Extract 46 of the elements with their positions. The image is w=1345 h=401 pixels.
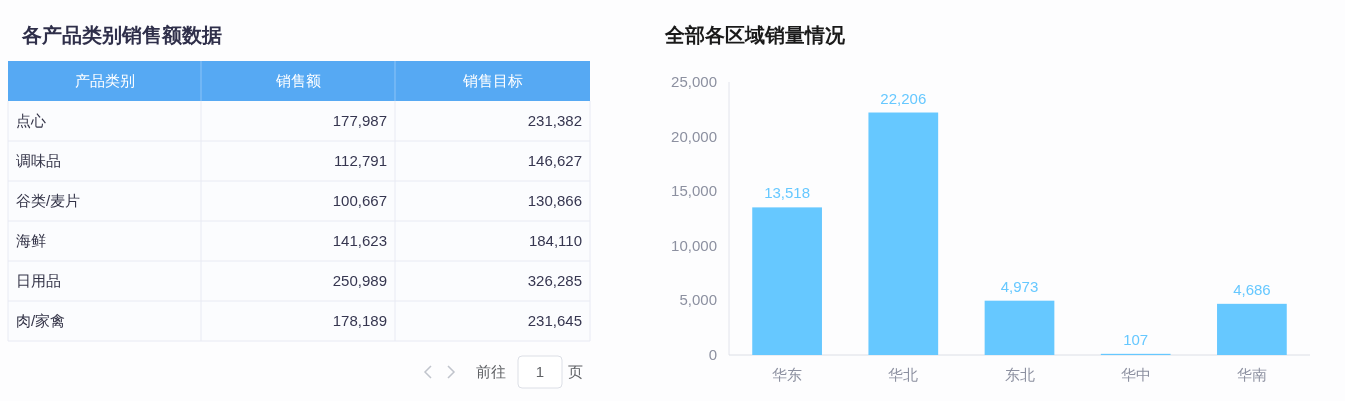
text: 销售额: [274, 71, 321, 89]
category-label: 点心: [16, 111, 46, 129]
data-label: 184,110: [528, 231, 582, 249]
y-tick-label: 25,000: [671, 72, 717, 90]
y-tick-label: 5,000: [679, 291, 717, 309]
data-label: 130,866: [527, 191, 582, 209]
y-tick-label: 20,000: [671, 127, 717, 145]
data-label: 231,382: [527, 111, 582, 129]
data-label: 146,627: [527, 151, 582, 169]
category-label: 谷类/麦片: [16, 191, 81, 209]
text: 前往: [476, 362, 506, 380]
data-label: 112,791: [333, 151, 387, 169]
data-label: 4,686: [1233, 280, 1271, 298]
data-label: 13,518: [764, 184, 811, 202]
y-tick-label: 15,000: [671, 182, 717, 200]
data-label: 107: [1123, 330, 1149, 348]
data-label: 22,206: [880, 89, 927, 107]
category-label: 调味品: [16, 151, 61, 169]
data-label: 4,973: [1000, 277, 1039, 295]
chart-title: 全部各区域销量情况: [664, 24, 846, 46]
x-tick-label: 华东: [772, 365, 803, 383]
bar: [752, 207, 822, 355]
category-label: 日用品: [16, 271, 61, 289]
data-label: 326,285: [527, 271, 582, 289]
y-tick-label: 10,000: [671, 236, 717, 254]
data-label: 100,667: [332, 191, 387, 209]
bar: [1217, 303, 1287, 355]
data-label: 178,189: [332, 311, 387, 329]
text: 1: [535, 362, 545, 380]
category-label: 肉/家禽: [16, 311, 66, 329]
category-label: 海鲜: [16, 231, 46, 249]
x-tick-label: 华中: [1120, 365, 1151, 383]
text: 销售目标: [461, 71, 523, 89]
x-tick-label: 东北: [1004, 365, 1035, 383]
data-label: 231,645: [527, 311, 582, 329]
text: 各产品类别销售额数据: [21, 24, 222, 46]
x-tick-label: 华北: [888, 365, 919, 383]
data-label: 141,623: [332, 231, 387, 249]
text: 页: [568, 362, 583, 380]
bar: [868, 112, 939, 355]
x-tick-label: 华南: [1236, 365, 1267, 383]
y-tick-label: 0: [708, 345, 717, 363]
text: 产品类别: [74, 71, 135, 89]
data-label: 250,989: [332, 271, 387, 289]
data-label: 177,987: [332, 111, 387, 129]
bar: [984, 300, 1055, 355]
